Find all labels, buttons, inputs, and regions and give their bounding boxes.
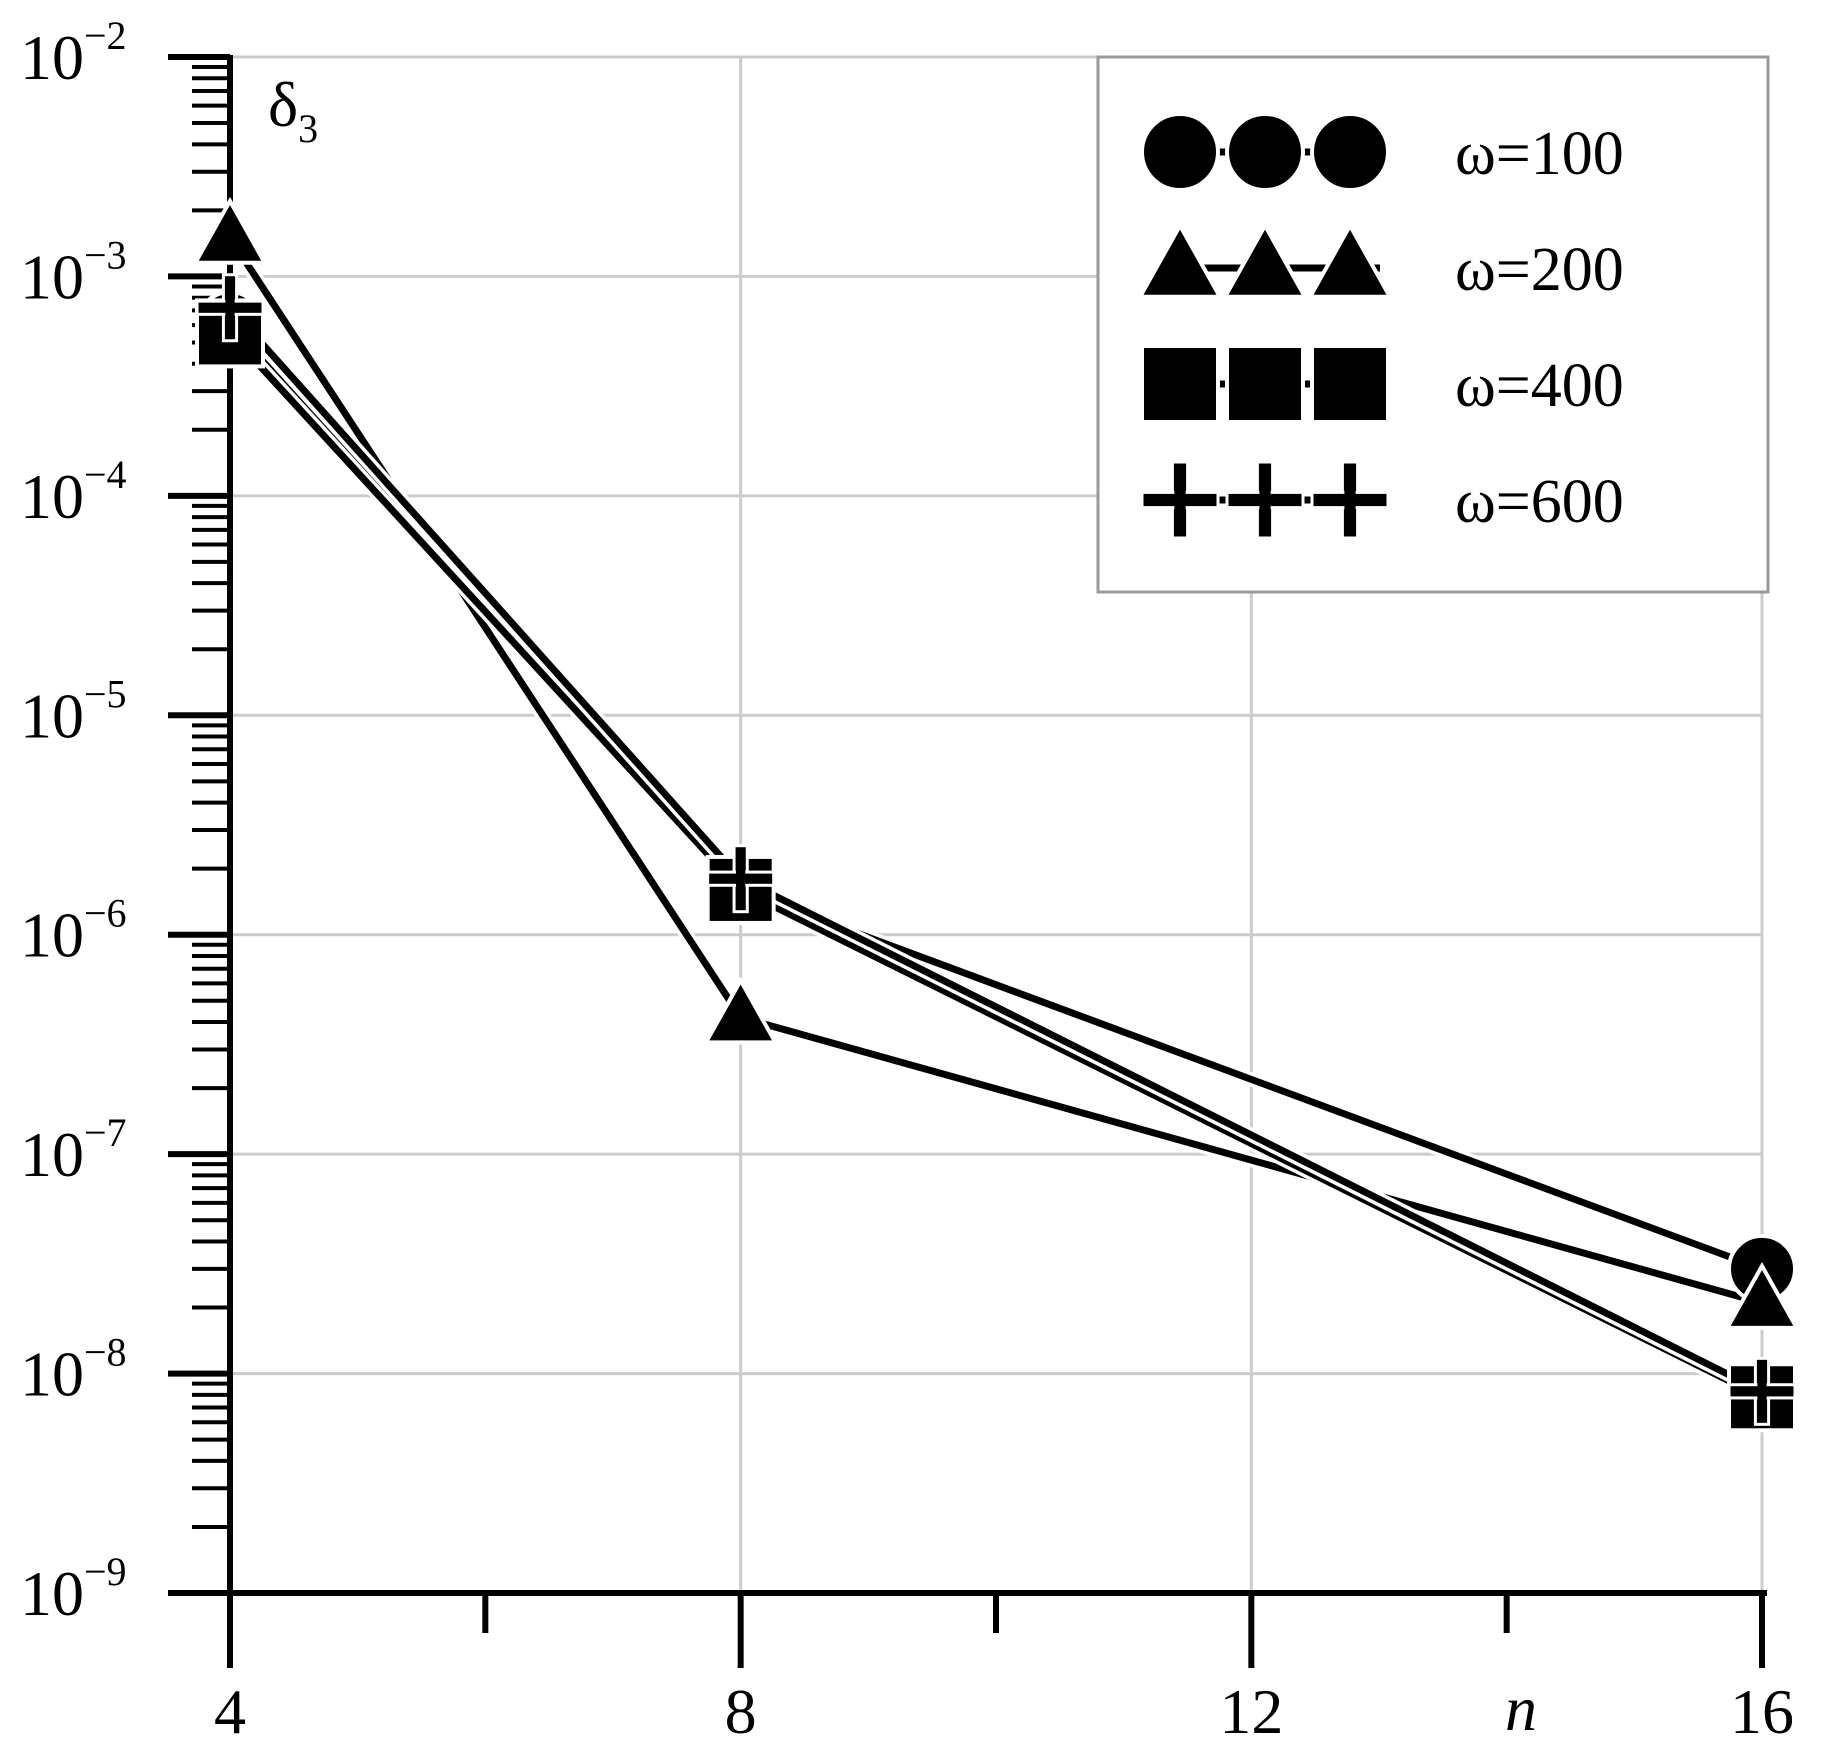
y-tick-exponent: −4: [84, 452, 127, 497]
plus-fill: [1259, 464, 1271, 536]
y-tick-label: 10−5: [20, 671, 127, 751]
plus-fill: [1344, 464, 1356, 536]
y-tick-label: 10−2: [20, 13, 127, 93]
y-axis-label-sub: 3: [298, 106, 318, 151]
data-point-200: [191, 196, 269, 265]
y-tick-base: 10: [20, 1339, 84, 1410]
legend-item-100: ω=100: [1140, 112, 1624, 192]
y-axis-label-main: δ: [268, 69, 298, 140]
legend-marker: [1140, 112, 1220, 192]
y-axis-label: δ3: [268, 69, 318, 151]
legend-item-200: ω=200: [1136, 221, 1624, 304]
plus-fill: [225, 276, 235, 339]
y-tick-exponent: −5: [84, 671, 127, 716]
legend-marker: [1225, 112, 1305, 192]
legend-marker: [1306, 221, 1394, 299]
legend-marker: [1221, 221, 1309, 299]
series-markers: [191, 196, 1801, 1433]
legend: ω=100 ω=200 ω=400 ω=600: [1096, 55, 1770, 594]
x-tick-label: 16: [1730, 1676, 1794, 1747]
y-tick-base: 10: [20, 900, 84, 971]
y-tick-base: 10: [20, 22, 84, 93]
legend-marker: [1225, 460, 1305, 540]
data-point-600: [706, 844, 776, 914]
y-tick-label: 10−6: [20, 891, 127, 971]
y-tick-base: 10: [20, 680, 84, 751]
legend-label: ω=100: [1455, 120, 1624, 188]
legend-marker: [1310, 112, 1390, 192]
legend-label: ω=200: [1455, 236, 1624, 304]
y-tick-label: 10−7: [20, 1110, 127, 1190]
y-tick-label: 10−3: [20, 232, 127, 312]
data-point-600: [195, 273, 265, 343]
data-point-200: [1723, 1261, 1801, 1330]
y-tick-exponent: −7: [84, 1110, 127, 1155]
legend-marker: [1310, 344, 1390, 424]
legend-label: ω=400: [1455, 352, 1624, 420]
x-tick-label: 4: [214, 1676, 246, 1747]
legend-label: ω=600: [1455, 468, 1624, 536]
legend-marker: [1136, 221, 1224, 299]
y-tick-base: 10: [20, 1119, 84, 1190]
y-tick-exponent: −9: [84, 1549, 127, 1594]
data-point-200: [702, 976, 779, 1045]
legend-marker: [1140, 344, 1220, 424]
legend-marker: [1140, 460, 1220, 540]
x-axis-label: n: [1505, 1673, 1537, 1744]
y-tick-exponent: −3: [84, 232, 127, 277]
y-tick-label: 10−4: [20, 452, 127, 532]
plus-fill: [1757, 1360, 1767, 1423]
data-point-600: [1727, 1356, 1797, 1426]
legend-marker: [1225, 344, 1305, 424]
x-tick-label: 12: [1219, 1676, 1283, 1747]
legend-marker: [1310, 460, 1390, 540]
y-tick-label: 10−8: [20, 1330, 127, 1410]
y-tick-base: 10: [20, 461, 84, 532]
y-tick-exponent: −6: [84, 891, 127, 936]
y-tick-base: 10: [20, 241, 84, 312]
y-tick-exponent: −2: [84, 13, 127, 58]
x-tick-label: 8: [725, 1676, 757, 1747]
legend-item-600: ω=600: [1140, 460, 1624, 540]
plus-fill: [736, 847, 746, 910]
y-tick-label: 10−9: [20, 1549, 127, 1629]
plus-fill: [1174, 464, 1186, 536]
y-tick-base: 10: [20, 1558, 84, 1629]
legend-item-400: ω=400: [1140, 344, 1624, 424]
y-tick-exponent: −8: [84, 1330, 127, 1375]
